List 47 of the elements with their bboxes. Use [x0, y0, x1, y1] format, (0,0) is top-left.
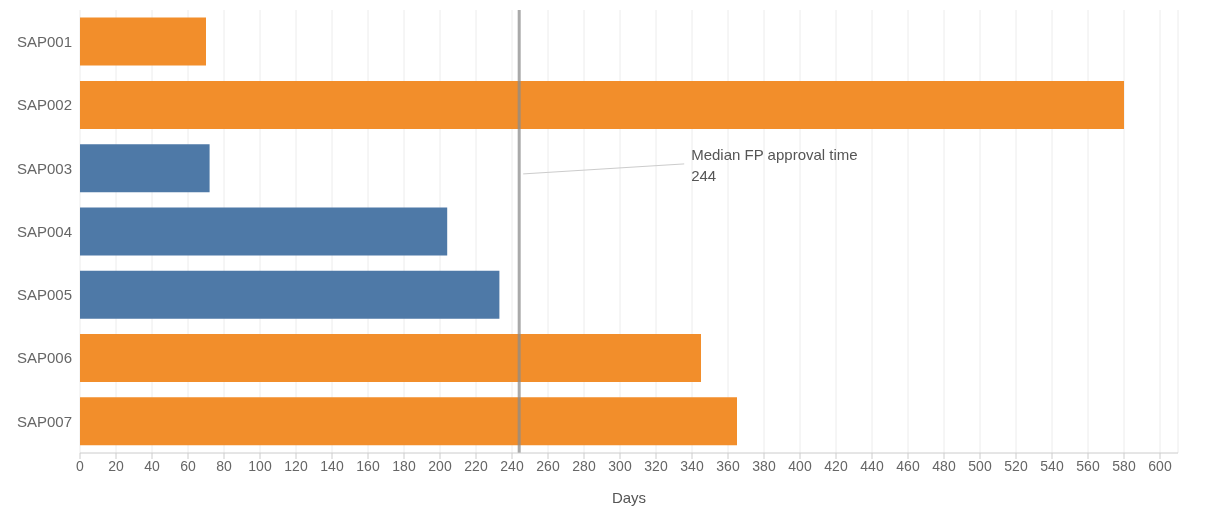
- x-tick-label: 80: [216, 457, 232, 474]
- x-tick-label: 320: [644, 457, 668, 474]
- x-tick-label: 160: [356, 457, 380, 474]
- x-tick-label: 220: [464, 457, 488, 474]
- x-tick-label: 500: [968, 457, 992, 474]
- x-tick-label: 120: [284, 457, 308, 474]
- x-tick-label: 480: [932, 457, 956, 474]
- x-tick-label: 300: [608, 457, 632, 474]
- x-tick-label: 420: [824, 457, 848, 474]
- x-tick-label: 140: [320, 457, 344, 474]
- x-tick-label: 400: [788, 457, 812, 474]
- bar: [80, 207, 448, 256]
- x-tick-label: 600: [1148, 457, 1172, 474]
- x-tick-label: 60: [180, 457, 196, 474]
- x-tick-label: 0: [76, 457, 85, 474]
- x-tick-label: 200: [428, 457, 452, 474]
- x-tick-label: 440: [860, 457, 884, 474]
- x-axis-title: Days: [611, 489, 647, 506]
- x-tick-label: 460: [896, 457, 920, 474]
- x-tick-label: 20: [108, 457, 124, 474]
- y-tick-label: SAP004: [16, 222, 72, 240]
- x-tick-label: 260: [536, 457, 560, 474]
- y-tick-label: SAP002: [16, 96, 72, 114]
- x-tick-label: 240: [500, 457, 524, 474]
- y-tick-label: SAP006: [16, 349, 72, 367]
- x-tick-label: 280: [572, 457, 596, 474]
- y-tick-label: SAP005: [16, 286, 72, 304]
- x-tick-label: 40: [144, 457, 160, 474]
- x-tick-label: 540: [1040, 457, 1064, 474]
- x-tick-label: 380: [752, 457, 776, 474]
- bar: [80, 17, 206, 66]
- bar: [80, 397, 737, 446]
- x-tick-label: 360: [716, 457, 740, 474]
- x-tick-label: 100: [248, 457, 272, 474]
- x-tick-label: 340: [680, 457, 704, 474]
- y-tick-label: SAP001: [16, 32, 72, 50]
- y-tick-label: SAP003: [16, 159, 72, 177]
- x-tick-label: 580: [1112, 457, 1136, 474]
- x-tick-label: 180: [392, 457, 416, 474]
- bar: [80, 270, 500, 319]
- x-tick-label: 520: [1004, 457, 1028, 474]
- bar: [80, 80, 1124, 129]
- ref-line-label: Median FP approval time 244: [691, 145, 858, 184]
- x-tick-label: 560: [1076, 457, 1100, 474]
- y-tick-label: SAP007: [16, 412, 72, 430]
- bar: [80, 144, 210, 193]
- bar: [80, 334, 701, 383]
